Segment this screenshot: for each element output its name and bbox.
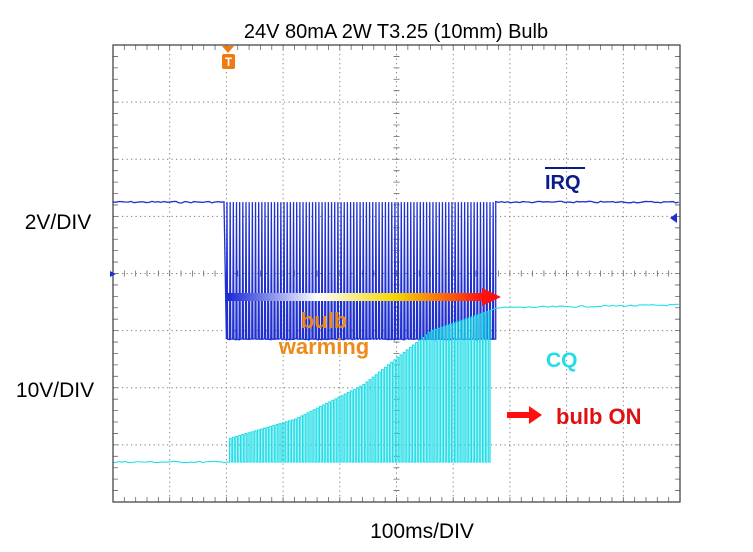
series-irq-label: IRQ xyxy=(545,172,581,194)
bulb-on-arrow-icon xyxy=(507,406,542,424)
left-level-marker-icon xyxy=(110,271,116,277)
annotation-warming-line2: warming xyxy=(278,334,369,359)
trigger-marker-label: T xyxy=(225,55,233,69)
trigger-marker-icon: T xyxy=(222,46,235,69)
irq-scale-label: 2V/DIV xyxy=(25,211,92,234)
irq-level-marker-icon xyxy=(670,213,677,223)
annotation-warming-line1: bulb xyxy=(301,308,347,333)
x-axis-label: 100ms/DIV xyxy=(370,520,474,543)
series-cq-trace xyxy=(112,303,679,464)
cq-scale-label: 10V/DIV xyxy=(16,379,94,402)
annotation-bulb-on: bulb ON xyxy=(556,404,642,429)
chart-title: 24V 80mA 2W T3.25 (10mm) Bulb xyxy=(244,21,548,43)
series-irq-trace xyxy=(112,200,679,341)
series-cq-label: CQ xyxy=(546,349,578,372)
series-irq-line xyxy=(112,200,679,341)
warming-arrow-icon xyxy=(228,288,501,306)
series-cq-line xyxy=(112,303,679,464)
